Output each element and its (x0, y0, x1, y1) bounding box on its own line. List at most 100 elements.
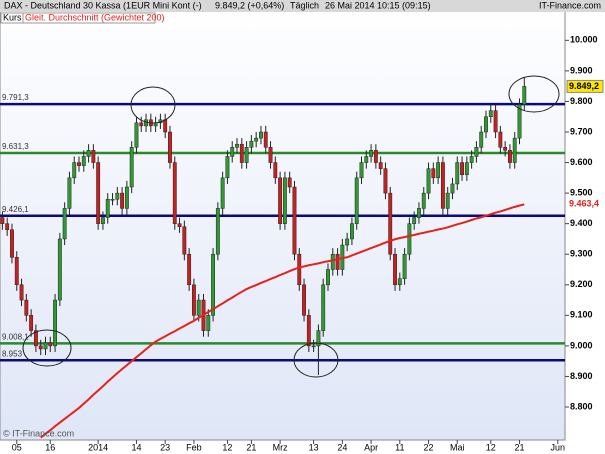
candle-body (225, 156, 230, 179)
candle-body (48, 342, 53, 347)
candle-body (53, 299, 57, 347)
candle-body (522, 86, 527, 105)
candle-body (417, 208, 421, 218)
candle-body (230, 147, 235, 157)
y-tick-label: 9.300 (570, 249, 593, 259)
candle-body (62, 208, 67, 240)
header-bar (0, 0, 605, 12)
candle-body (115, 192, 120, 200)
candle-body (287, 177, 292, 188)
candle-body (129, 147, 134, 188)
candle-body (196, 299, 201, 316)
candle-body (517, 104, 522, 139)
x-tick-label: Mrz (273, 442, 288, 452)
candle-body (378, 162, 383, 169)
candle-body (259, 131, 263, 139)
candle-body (345, 238, 350, 246)
candle-body (292, 186, 297, 255)
candle-body (29, 315, 34, 331)
candle-body (182, 226, 187, 255)
legend-box (22, 12, 156, 24)
candle-body (24, 299, 29, 316)
candle-body (436, 162, 441, 179)
candle-body (479, 131, 484, 148)
reference-label: 9.631,3 (2, 142, 29, 151)
candle-body (191, 284, 196, 316)
candle-body (239, 143, 244, 163)
plot-area (0, 0, 566, 441)
header-brand: IT-Finance.com (539, 0, 601, 10)
candle-body (19, 284, 24, 301)
moving-average-line (40, 203, 525, 439)
y-tick-label: 9.900 (570, 65, 593, 75)
candle-body (77, 162, 81, 166)
candle-body (426, 168, 431, 194)
header-timestamp: 26 Mai 2014 10:15 (09:15) (325, 0, 431, 10)
y-tick-label: 8.800 (570, 401, 593, 411)
candle-body (464, 162, 469, 176)
y-tick-label: 9.100 (570, 310, 593, 320)
candle-body (316, 330, 321, 347)
candle-body (455, 162, 460, 185)
candle-body (211, 253, 215, 316)
candle-body (177, 223, 182, 227)
x-tick-label: Apr (364, 442, 378, 452)
candle-body (335, 253, 340, 270)
x-tick-label: 12 (222, 442, 232, 452)
candle-body (297, 253, 302, 286)
candle-body (350, 223, 354, 240)
price-tag (566, 79, 604, 93)
candle-body (43, 342, 48, 350)
candle-body (484, 116, 488, 133)
header-period: Täglich (290, 0, 319, 10)
header-title: DAX - Deutschland 30 Kassa (1EUR Mini Ko… (4, 0, 202, 10)
candle-body (81, 156, 86, 166)
watermark: © IT-Finance.com (3, 428, 74, 438)
x-tick-label: 21 (515, 442, 525, 452)
x-tick-label: 23 (160, 442, 170, 452)
candle-body (397, 278, 402, 286)
candle-body (254, 137, 259, 142)
candle-body (460, 162, 464, 176)
ellipse (130, 86, 176, 124)
candle-body (383, 168, 388, 194)
x-tick-label: 05 (12, 442, 22, 452)
candle-body (450, 183, 455, 194)
candle-body (67, 177, 72, 209)
candle-body (263, 131, 268, 148)
x-tick-label: 12 (486, 442, 496, 452)
candle-body (124, 186, 129, 209)
x-tick-label: 22 (424, 442, 434, 452)
x-tick-label: 21 (246, 442, 256, 452)
candle-body (110, 198, 115, 201)
x-tick-label: 16 (45, 442, 55, 452)
candle-body (503, 147, 508, 151)
x-tick-label: 24 (337, 442, 347, 452)
candle-body (72, 162, 77, 179)
candle-body (0, 217, 5, 224)
ellipse (508, 75, 560, 113)
candle-body (168, 131, 172, 163)
y-tick-label: 9.600 (570, 157, 593, 167)
x-tick-label: 13 (309, 442, 319, 452)
y-tick-label: 9.700 (570, 126, 593, 136)
candle-body (139, 122, 144, 127)
candle-body (134, 122, 139, 148)
reference-label: 9.008,1 (2, 333, 29, 342)
y-tick-label: 9.000 (570, 340, 593, 350)
candle-body (488, 110, 493, 117)
x-tick-label: Mai (450, 442, 465, 452)
candle-body (311, 345, 316, 348)
candle-body (172, 162, 177, 224)
candle-body (101, 217, 105, 224)
candle-body (268, 147, 273, 163)
candle-body (5, 223, 10, 231)
candle-body (393, 253, 397, 286)
candle-body (302, 284, 306, 316)
candle-body (421, 192, 426, 209)
candle-body (326, 269, 330, 286)
candle-body (431, 168, 436, 179)
candle-body (38, 345, 43, 350)
